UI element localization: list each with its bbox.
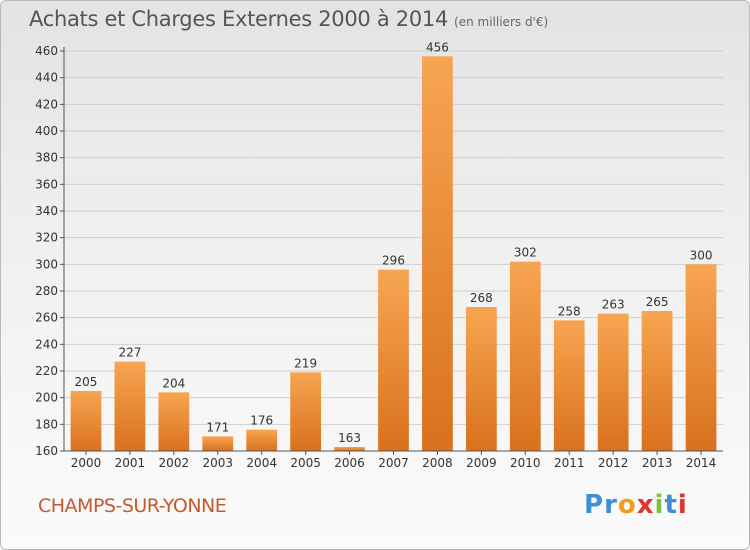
- bar-value-label: 456: [426, 40, 449, 54]
- bar-value-label: 258: [558, 304, 581, 318]
- x-tick-label: 2002: [159, 456, 190, 470]
- y-tick-label: 320: [35, 231, 58, 245]
- x-tick-label: 2012: [598, 456, 629, 470]
- y-tick-label: 300: [35, 257, 58, 271]
- proxiti-logo: Proxiti: [584, 490, 688, 520]
- x-tick-label: 2010: [510, 456, 541, 470]
- x-tick-label: 2009: [466, 456, 497, 470]
- chart-unit: (en milliers d'€): [454, 15, 549, 29]
- y-tick-label: 380: [35, 151, 58, 165]
- bar: [553, 320, 585, 451]
- logo-letter: P: [584, 490, 605, 520]
- bar-value-label: 176: [250, 414, 273, 428]
- logo-letter: x: [636, 490, 655, 520]
- y-tick-label: 460: [35, 44, 58, 58]
- x-tick-label: 2008: [422, 456, 453, 470]
- bar: [114, 361, 146, 451]
- bar: [158, 392, 190, 451]
- bar-value-label: 302: [514, 246, 537, 260]
- x-tick-label: 2006: [334, 456, 365, 470]
- y-tick-label: 240: [35, 337, 58, 351]
- logo-letter: t: [664, 490, 678, 520]
- bar: [202, 436, 234, 451]
- y-tick-label: 420: [35, 97, 58, 111]
- bar: [70, 391, 102, 451]
- y-tick-label: 280: [35, 284, 58, 298]
- x-tick-label: 2014: [686, 456, 717, 470]
- bar-value-label: 296: [382, 254, 405, 268]
- x-tick-label: 2013: [642, 456, 673, 470]
- logo-letter: i: [677, 490, 688, 520]
- y-tick-label: 220: [35, 364, 58, 378]
- x-tick-label: 2007: [378, 456, 409, 470]
- bar: [422, 56, 453, 451]
- y-tick-label: 340: [35, 204, 58, 218]
- y-tick-label: 200: [35, 391, 58, 405]
- bar-value-label: 227: [118, 346, 141, 360]
- x-tick-label: 2003: [202, 456, 233, 470]
- bar: [334, 447, 365, 451]
- bar: [378, 269, 409, 451]
- bar-value-label: 263: [602, 298, 625, 312]
- chart-title: Achats et Charges Externes 2000 à 2014 (e…: [29, 7, 548, 31]
- logo-letter: i: [654, 490, 665, 520]
- bars: 205 227 204 171 176 219 163 296 456 268 302 258 263 2…: [70, 40, 717, 451]
- commune-name: CHAMPS-SUR-YONNE: [38, 495, 227, 517]
- logo-letter: r: [604, 490, 618, 520]
- bar-value-label: 204: [162, 376, 185, 390]
- x-tick-label: 2004: [246, 456, 277, 470]
- y-tick-label: 400: [35, 124, 58, 138]
- x-tick-label: 2011: [554, 456, 585, 470]
- bar-value-label: 268: [470, 291, 493, 305]
- bar: [597, 313, 629, 451]
- logo-letter: o: [617, 490, 637, 520]
- bar: [641, 311, 673, 451]
- bar: [685, 264, 717, 451]
- axes: 160 180 200 220 240 260 280 300 320 340 360 380 400 4…: [35, 44, 723, 470]
- bar-value-label: 163: [338, 431, 361, 445]
- chart-title-text: Achats et Charges Externes 2000 à 2014: [29, 7, 449, 31]
- y-tick-label: 260: [35, 311, 58, 325]
- x-tick-label: 2001: [115, 456, 146, 470]
- bar: [246, 429, 278, 451]
- bar-value-label: 205: [75, 375, 98, 389]
- bar: [465, 307, 497, 451]
- y-tick-label: 360: [35, 177, 58, 191]
- bar-value-label: 219: [294, 356, 317, 370]
- bar-value-label: 265: [646, 295, 669, 309]
- y-tick-label: 180: [35, 417, 58, 431]
- bar-value-label: 300: [690, 248, 713, 262]
- bar-value-label: 171: [206, 420, 229, 434]
- y-tick-label: 440: [35, 71, 58, 85]
- bar: [509, 261, 541, 451]
- x-tick-label: 2000: [71, 456, 102, 470]
- x-tick-label: 2005: [290, 456, 321, 470]
- y-tick-label: 160: [35, 444, 58, 458]
- bar: [290, 372, 322, 451]
